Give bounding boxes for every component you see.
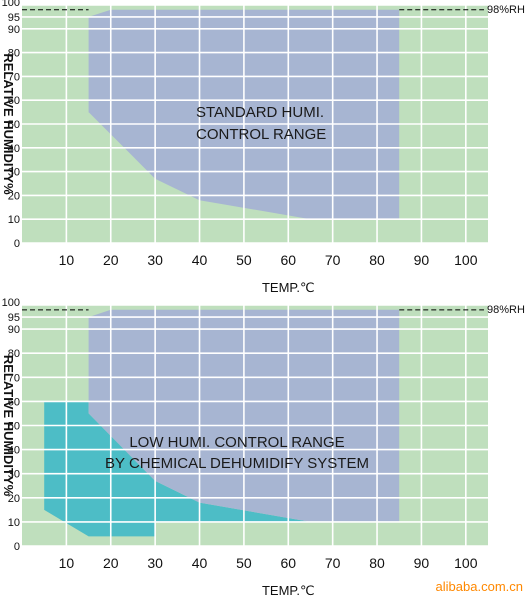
region-label-line: STANDARD HUMI. bbox=[196, 104, 324, 121]
x-tick-label: 60 bbox=[280, 252, 296, 268]
y-tick-label: 100 bbox=[2, 0, 20, 9]
y-tick-label: 40 bbox=[8, 143, 20, 155]
y-axis-label: RELATIVE HUMIDITY% bbox=[1, 53, 16, 195]
control-range-region-1 bbox=[44, 401, 400, 537]
y-tick-label: 50 bbox=[8, 119, 20, 131]
y-tick-label: 70 bbox=[8, 71, 20, 83]
y-tick-label: 60 bbox=[8, 396, 20, 408]
x-tick-label: 30 bbox=[147, 555, 163, 571]
x-tick-label: 60 bbox=[280, 555, 296, 571]
x-tick-label: 80 bbox=[369, 252, 385, 268]
x-tick-label: 10 bbox=[59, 555, 75, 571]
y-tick-label: 10 bbox=[8, 214, 20, 226]
y-axis-label: RELATIVE HUMIDITY% bbox=[1, 355, 16, 497]
y-tick-label: 80 bbox=[8, 48, 20, 60]
y-tick-label: 90 bbox=[8, 24, 20, 36]
x-axis-label: TEMP.℃ bbox=[262, 280, 315, 295]
x-tick-label: 50 bbox=[236, 252, 252, 268]
y-tick-label: 50 bbox=[8, 421, 20, 433]
y-tick-label: 95 bbox=[8, 312, 20, 324]
region-label-line: LOW HUMI. CONTROL RANGE bbox=[129, 434, 344, 451]
y-tick-label: 90 bbox=[8, 324, 20, 336]
x-tick-label: 80 bbox=[369, 555, 385, 571]
y-tick-label: 40 bbox=[8, 445, 20, 457]
y-tick-label: 70 bbox=[8, 372, 20, 384]
x-tick-label: 70 bbox=[325, 555, 341, 571]
x-tick-label: 90 bbox=[414, 555, 430, 571]
y-tick-label: 30 bbox=[8, 469, 20, 481]
x-tick-label: 30 bbox=[147, 252, 163, 268]
x-tick-label: 20 bbox=[103, 252, 119, 268]
y-tick-label: 20 bbox=[8, 190, 20, 202]
x-tick-label: 40 bbox=[192, 555, 208, 571]
x-tick-label: 20 bbox=[103, 555, 119, 571]
y-tick-label: 10 bbox=[8, 517, 20, 529]
region-label-line: CONTROL RANGE bbox=[196, 126, 326, 143]
region-label-line: BY CHEMICAL DEHUMIDIFY SYSTEM bbox=[105, 455, 369, 472]
reference-line-label: 98%RH bbox=[487, 4, 525, 16]
reference-line-label: 98%RH bbox=[487, 304, 525, 316]
y-tick-label: 0 bbox=[14, 541, 20, 553]
y-tick-label: 0 bbox=[14, 238, 20, 250]
x-tick-label: 70 bbox=[325, 252, 341, 268]
x-axis-label: TEMP.℃ bbox=[262, 583, 315, 596]
x-tick-label: 10 bbox=[59, 252, 75, 268]
x-tick-label: 40 bbox=[192, 252, 208, 268]
y-tick-label: 100 bbox=[2, 297, 20, 309]
y-tick-label: 20 bbox=[8, 493, 20, 505]
x-tick-label: 90 bbox=[414, 252, 430, 268]
x-tick-label: 100 bbox=[454, 555, 478, 571]
y-tick-label: 60 bbox=[8, 95, 20, 107]
watermark: alibaba.com.cn bbox=[435, 579, 523, 594]
y-tick-label: 80 bbox=[8, 348, 20, 360]
x-tick-label: 50 bbox=[236, 555, 252, 571]
y-tick-label: 95 bbox=[8, 12, 20, 24]
y-tick-label: 30 bbox=[8, 167, 20, 179]
x-tick-label: 100 bbox=[454, 252, 478, 268]
